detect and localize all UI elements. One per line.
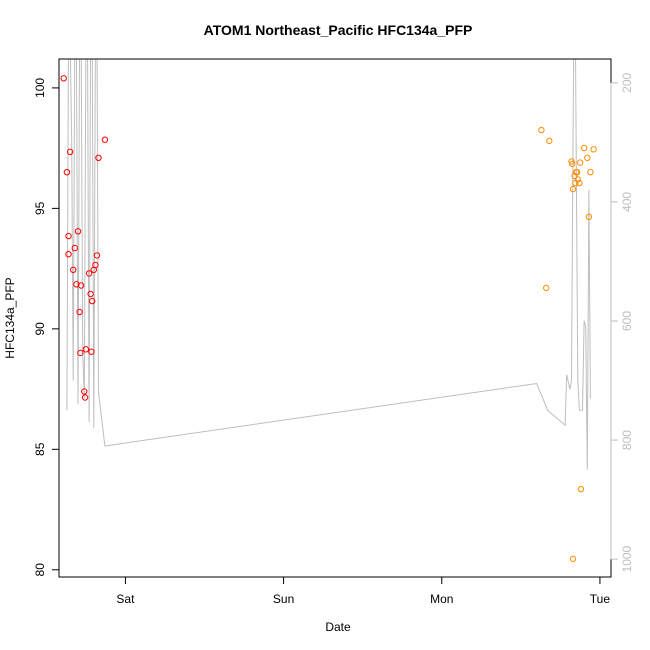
y-tick-label: 100: [33, 78, 47, 98]
data-point-series-2: [569, 555, 577, 563]
y-axis-label: HFC134a_PFP: [3, 277, 17, 358]
altitude-line-layer: [66, 59, 591, 470]
data-point-series-2: [590, 146, 597, 153]
data-point-series-2: [538, 126, 545, 134]
data-point-series-1: [89, 297, 96, 305]
data-point-series-2: [543, 284, 550, 292]
data-point-series-2: [576, 179, 583, 187]
data-point-series-1: [71, 244, 79, 252]
data-point-series-2: [580, 144, 588, 152]
x-tick-label: Tue: [590, 592, 611, 606]
data-point-series-1: [76, 308, 83, 316]
data-point-series-1: [77, 349, 84, 357]
data-point-series-1: [85, 270, 93, 277]
right-y-tick-label: 400: [620, 192, 634, 212]
data-point-series-2: [569, 185, 577, 193]
points-layer: [60, 75, 597, 563]
right-y-tick-label: 800: [620, 430, 634, 450]
x-tick-label: Sat: [116, 592, 135, 606]
data-point-series-2: [577, 159, 584, 166]
data-point-series-1: [60, 75, 67, 82]
data-point-series-1: [87, 290, 94, 298]
data-point-series-1: [81, 394, 89, 401]
data-point-series-1: [88, 348, 95, 355]
right-y-tick-label: 200: [620, 72, 634, 92]
y-axis: 80 85 90 95 100: [33, 78, 60, 577]
data-point-series-1: [92, 261, 99, 269]
y-tick-label: 85: [33, 442, 47, 456]
x-axis-label: Date: [325, 620, 351, 634]
chart-title: ATOM1 Northeast_Pacific HFC134a_PFP: [204, 22, 473, 38]
data-point-series-2: [573, 169, 581, 176]
data-point-series-1: [95, 154, 102, 162]
right-y-axis: 200 400 600 800 1000: [610, 72, 634, 572]
data-point-series-2: [584, 154, 591, 162]
y-tick-label: 95: [33, 201, 47, 215]
data-point-series-1: [77, 282, 85, 289]
x-tick-label: Sun: [273, 592, 294, 606]
data-point-series-2: [585, 213, 593, 221]
x-axis: Sat Sun Mon Tue: [116, 576, 611, 606]
data-point-series-2: [569, 160, 576, 168]
data-point-series-1: [74, 228, 82, 235]
data-point-series-1: [81, 388, 88, 395]
data-point-series-2: [577, 485, 585, 493]
data-point-series-1: [101, 136, 109, 143]
data-point-series-1: [93, 252, 101, 259]
data-point-series-2: [587, 169, 594, 176]
data-point-series-1: [65, 251, 72, 258]
data-point-series-2: [574, 176, 581, 183]
right-y-tick-label: 600: [620, 311, 634, 331]
y-tick-label: 80: [33, 563, 47, 577]
data-point-series-2: [546, 137, 553, 145]
data-point-series-1: [82, 346, 90, 353]
altitude-line: [66, 59, 591, 470]
right-y-tick-label: 1000: [620, 545, 634, 572]
y-tick-label: 90: [33, 322, 47, 336]
data-point-series-1: [66, 148, 74, 156]
x-tick-label: Mon: [430, 592, 453, 606]
data-point-series-1: [65, 232, 72, 240]
data-point-series-1: [70, 266, 77, 273]
data-point-series-1: [63, 169, 71, 176]
